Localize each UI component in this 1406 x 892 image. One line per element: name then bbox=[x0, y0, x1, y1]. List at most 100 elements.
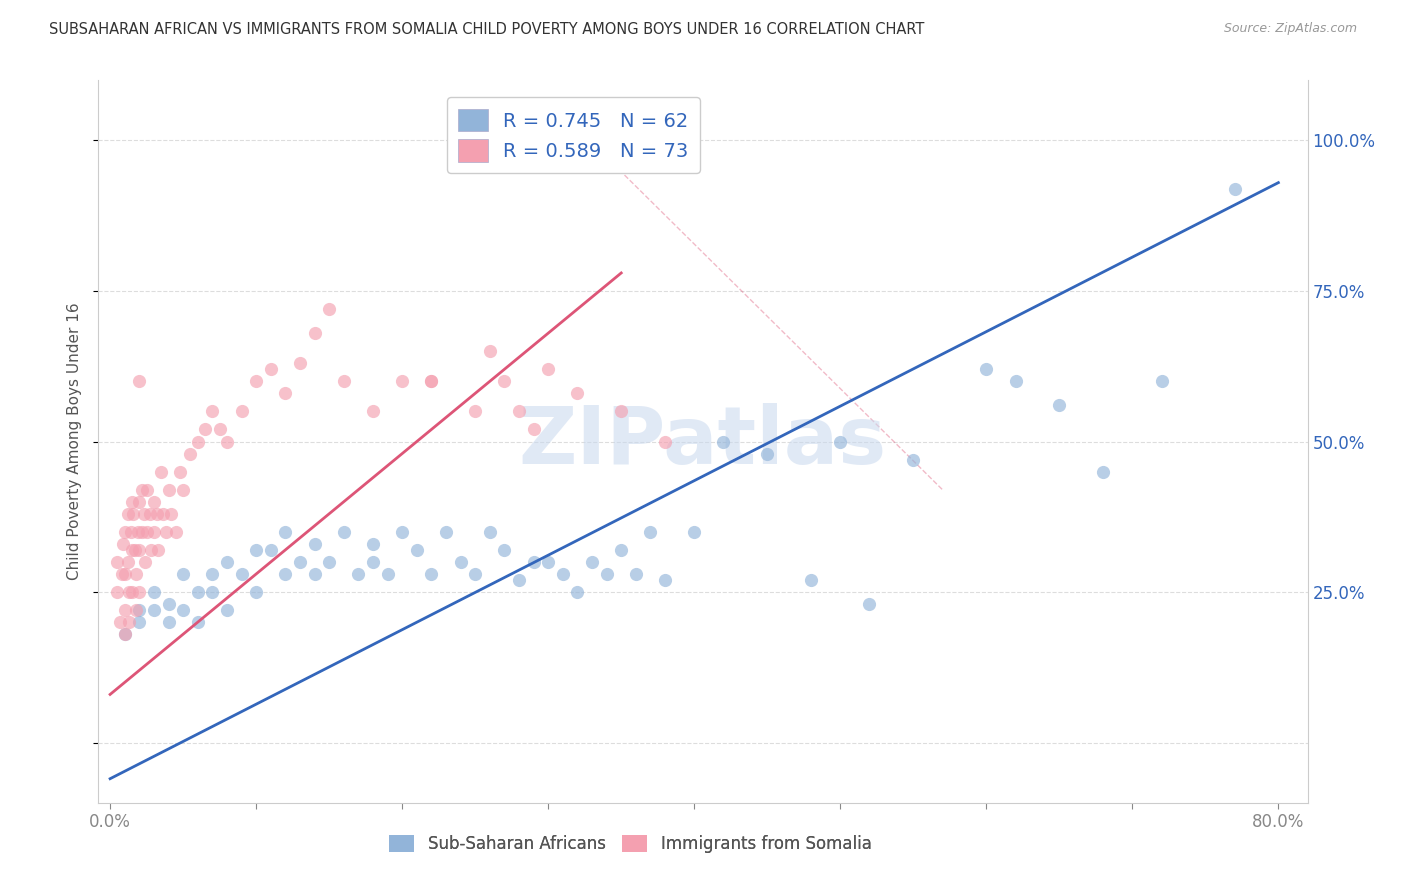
Point bbox=[172, 603, 194, 617]
Point bbox=[595, 567, 617, 582]
Point bbox=[142, 585, 165, 599]
Point bbox=[112, 537, 135, 551]
Point bbox=[274, 524, 297, 539]
Point bbox=[128, 603, 150, 617]
Point bbox=[260, 362, 283, 376]
Point bbox=[157, 597, 180, 611]
Point bbox=[640, 524, 662, 539]
Point bbox=[624, 567, 647, 582]
Point bbox=[114, 627, 136, 641]
Point bbox=[139, 542, 162, 557]
Point bbox=[523, 555, 546, 569]
Point bbox=[169, 465, 191, 479]
Legend: Sub-Saharan Africans, Immigrants from Somalia: Sub-Saharan Africans, Immigrants from So… bbox=[382, 828, 879, 860]
Point bbox=[122, 507, 145, 521]
Point bbox=[478, 524, 501, 539]
Point bbox=[135, 524, 157, 539]
Point bbox=[165, 524, 187, 539]
Point bbox=[420, 375, 443, 389]
Point bbox=[208, 423, 231, 437]
Y-axis label: Child Poverty Among Boys Under 16: Child Poverty Among Boys Under 16 bbox=[67, 302, 83, 581]
Point bbox=[318, 301, 340, 317]
Point bbox=[132, 507, 155, 521]
Point bbox=[903, 452, 925, 467]
Point bbox=[260, 542, 283, 557]
Point bbox=[654, 434, 676, 449]
Point bbox=[683, 524, 706, 539]
Point bbox=[201, 404, 224, 418]
Point bbox=[1047, 398, 1070, 412]
Point bbox=[131, 483, 153, 497]
Point bbox=[420, 567, 443, 582]
Point bbox=[128, 615, 150, 630]
Point bbox=[713, 434, 735, 449]
Point bbox=[201, 567, 224, 582]
Point bbox=[121, 585, 143, 599]
Point bbox=[405, 542, 427, 557]
Point bbox=[114, 603, 136, 617]
Point bbox=[508, 404, 530, 418]
Point bbox=[494, 542, 516, 557]
Point bbox=[155, 524, 177, 539]
Point bbox=[361, 537, 384, 551]
Point bbox=[125, 567, 148, 582]
Point bbox=[304, 567, 326, 582]
Point bbox=[142, 494, 165, 508]
Point bbox=[332, 375, 354, 389]
Point bbox=[245, 585, 267, 599]
Point bbox=[654, 573, 676, 587]
Point bbox=[128, 375, 150, 389]
Point bbox=[391, 375, 413, 389]
Point bbox=[361, 404, 384, 418]
Point bbox=[215, 434, 238, 449]
Point bbox=[201, 585, 224, 599]
Point bbox=[537, 362, 560, 376]
Point bbox=[117, 507, 139, 521]
Point bbox=[508, 573, 530, 587]
Point bbox=[434, 524, 457, 539]
Point bbox=[610, 404, 633, 418]
Point bbox=[152, 507, 174, 521]
Point bbox=[128, 494, 150, 508]
Point bbox=[231, 567, 253, 582]
Point bbox=[1004, 375, 1026, 389]
Point bbox=[146, 507, 169, 521]
Point bbox=[107, 585, 129, 599]
Point bbox=[118, 585, 141, 599]
Point bbox=[450, 555, 472, 569]
Point bbox=[288, 555, 311, 569]
Point bbox=[107, 555, 129, 569]
Point bbox=[478, 344, 501, 359]
Point bbox=[800, 573, 823, 587]
Point bbox=[567, 386, 589, 401]
Point bbox=[215, 603, 238, 617]
Text: SUBSAHARAN AFRICAN VS IMMIGRANTS FROM SOMALIA CHILD POVERTY AMONG BOYS UNDER 16 : SUBSAHARAN AFRICAN VS IMMIGRANTS FROM SO… bbox=[49, 22, 925, 37]
Point bbox=[304, 537, 326, 551]
Point bbox=[120, 524, 142, 539]
Point bbox=[134, 555, 156, 569]
Point bbox=[118, 615, 141, 630]
Point bbox=[361, 555, 384, 569]
Point bbox=[215, 555, 238, 569]
Point bbox=[537, 555, 560, 569]
Point bbox=[114, 567, 136, 582]
Point bbox=[274, 386, 297, 401]
Point bbox=[1150, 375, 1173, 389]
Point bbox=[304, 326, 326, 341]
Point bbox=[318, 555, 340, 569]
Point bbox=[117, 555, 139, 569]
Point bbox=[245, 375, 267, 389]
Point bbox=[157, 483, 180, 497]
Point bbox=[974, 362, 997, 376]
Point bbox=[138, 507, 160, 521]
Point bbox=[172, 567, 194, 582]
Point bbox=[494, 375, 516, 389]
Point bbox=[179, 447, 201, 461]
Point bbox=[523, 423, 546, 437]
Point bbox=[110, 615, 132, 630]
Point bbox=[111, 567, 134, 582]
Text: ZIPatlas: ZIPatlas bbox=[519, 402, 887, 481]
Point bbox=[142, 603, 165, 617]
Point bbox=[567, 585, 589, 599]
Point bbox=[610, 542, 633, 557]
